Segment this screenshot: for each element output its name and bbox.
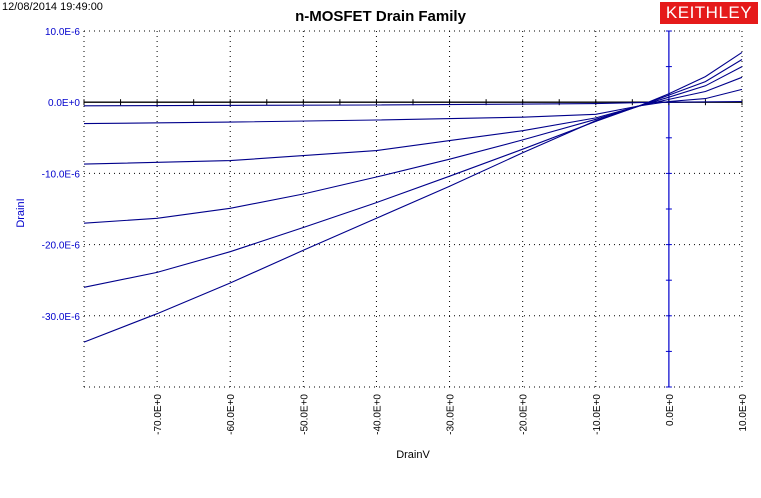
x-tick-label: -70.0E+0 <box>153 394 164 435</box>
x-tick-label: -10.0E+0 <box>592 394 603 435</box>
y-tick-label: -30.0E-6 <box>42 312 81 323</box>
x-tick-label: -40.0E+0 <box>372 394 383 435</box>
series-line-2 <box>83 88 743 125</box>
y-tick-label: -20.0E-6 <box>42 241 81 252</box>
x-tick-label: -20.0E+0 <box>519 394 530 435</box>
series-line-6 <box>83 51 743 343</box>
x-axis-label: DrainV <box>396 449 430 461</box>
x-tick-label: -60.0E+0 <box>226 394 237 435</box>
x-tick-label: -50.0E+0 <box>299 394 310 435</box>
chart-title: n-MOSFET Drain Family <box>295 8 466 25</box>
x-tick-label: -30.0E+0 <box>446 394 457 435</box>
timestamp: 12/08/2014 19:49:00 <box>2 1 103 13</box>
x-tick-label: 0.0E+0 <box>665 394 676 426</box>
y-tick-label: 0.0E+0 <box>48 98 80 109</box>
series-line-4 <box>83 66 743 224</box>
x-tick-label: 10.0E+0 <box>738 394 749 432</box>
series-line-5 <box>83 59 743 288</box>
series-line-3 <box>83 76 743 165</box>
keithley-logo: KEITHLEY <box>660 2 758 24</box>
y-tick-label: -10.0E-6 <box>42 169 81 180</box>
y-axis-label: DrainI <box>15 198 27 227</box>
y-tick-label: 10.0E-6 <box>45 27 80 38</box>
series-line-1 <box>83 100 743 107</box>
